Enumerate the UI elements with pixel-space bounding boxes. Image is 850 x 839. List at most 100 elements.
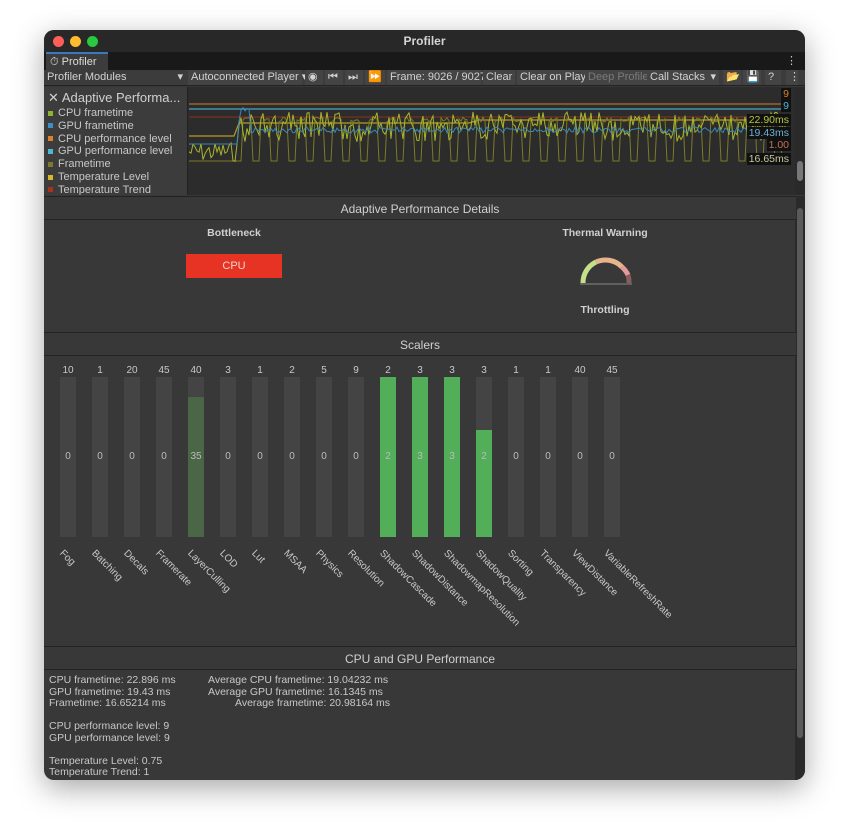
scrollbar-thumb[interactable] bbox=[797, 161, 803, 181]
scaler-max: 3 bbox=[417, 365, 423, 376]
scaler-value: 2 bbox=[385, 451, 391, 462]
legend-item[interactable]: Frametime bbox=[44, 158, 187, 171]
scaler-name: ShadowDistance bbox=[409, 548, 471, 609]
thermal-gauge-icon bbox=[580, 257, 632, 285]
avg-gpu-frametime: Average GPU frametime: 16.1345 ms bbox=[208, 685, 383, 698]
scaler-value: 0 bbox=[65, 451, 71, 462]
frame-counter: Frame: 9026 / 9027 bbox=[387, 70, 486, 85]
tab-label: Profiler bbox=[61, 56, 97, 68]
legend-item[interactable]: CPU frametime bbox=[44, 107, 187, 120]
scaler-fill bbox=[412, 377, 428, 537]
close-button[interactable] bbox=[53, 36, 64, 47]
scaler-max: 20 bbox=[126, 365, 138, 376]
scaler-bar: 0 bbox=[220, 377, 236, 537]
scaler-name: Decals bbox=[121, 548, 151, 578]
graph-value-label: 22.90ms bbox=[746, 114, 791, 126]
graph-value-label: 9 bbox=[781, 88, 791, 100]
color-swatch bbox=[48, 110, 53, 116]
scaler-name: Sorting bbox=[505, 548, 536, 579]
scaler-value: 3 bbox=[449, 451, 455, 462]
scaler-bar: 0 bbox=[92, 377, 108, 537]
scaler-max: 1 bbox=[513, 365, 519, 376]
more-icon[interactable]: ⋮ bbox=[786, 55, 797, 67]
avg-cpu-frametime: Average CPU frametime: 19.04232 ms bbox=[208, 674, 389, 686]
scaler-max: 3 bbox=[449, 365, 455, 376]
module-title: Adaptive Performa... bbox=[61, 90, 181, 105]
color-swatch bbox=[48, 174, 53, 180]
help-icon[interactable]: ? bbox=[765, 70, 781, 85]
graph-value-label: 19.43ms bbox=[746, 127, 791, 139]
module-adaptive-performance[interactable]: ✕ Adaptive Performa... bbox=[44, 87, 187, 107]
player-label: Autoconnected Player bbox=[191, 71, 299, 83]
scaler-bar: 3 bbox=[412, 377, 428, 537]
graph-value-label: 9 bbox=[781, 100, 791, 112]
scaler-fill bbox=[188, 397, 204, 537]
clear-on-play-button[interactable]: Clear on Play bbox=[517, 70, 590, 85]
scaler-bar: 0 bbox=[508, 377, 524, 537]
prev-frame-button[interactable]: ⏮ bbox=[325, 70, 343, 85]
legend-item[interactable]: GPU frametime bbox=[44, 120, 187, 133]
legend-item[interactable]: Temperature Trend bbox=[44, 184, 187, 195]
scaler-value: 2 bbox=[481, 451, 487, 462]
details-scrollbar[interactable] bbox=[795, 196, 805, 780]
graph-value-label: 1.00 bbox=[766, 139, 791, 151]
scaler-bar: 0 bbox=[604, 377, 620, 537]
scaler-max: 45 bbox=[158, 365, 170, 376]
gpu-frametime-line bbox=[189, 106, 790, 145]
thermal-state: Throttling bbox=[580, 304, 630, 316]
bottleneck-label: Bottleneck bbox=[207, 227, 261, 239]
color-swatch bbox=[48, 136, 53, 142]
graph-scrollbar[interactable] bbox=[795, 87, 805, 195]
legend-label: Frametime bbox=[58, 158, 111, 171]
scaler-max: 9 bbox=[353, 365, 359, 376]
legend-label: CPU performance level bbox=[58, 132, 172, 145]
profiler-window: Profiler ⏱ Profiler ⋮ Profiler Modules ▾ … bbox=[44, 30, 805, 780]
scaler-bar: 0 bbox=[156, 377, 172, 537]
scaler-max: 1 bbox=[257, 365, 263, 376]
last-frame-button[interactable]: ⏩ bbox=[365, 70, 385, 85]
module-graph[interactable] bbox=[189, 87, 791, 195]
legend-item[interactable]: CPU performance level bbox=[44, 133, 187, 146]
scaler-bar: 0 bbox=[540, 377, 556, 537]
scrollbar-thumb[interactable] bbox=[797, 208, 803, 738]
profiler-modules-dropdown[interactable]: Profiler Modules ▾ bbox=[44, 70, 186, 85]
call-stacks-label: Call Stacks bbox=[650, 71, 706, 83]
scaler-value: 0 bbox=[161, 451, 167, 462]
call-stacks-dropdown[interactable]: Call Stacks ▾ bbox=[647, 70, 719, 85]
scaler-max: 40 bbox=[574, 365, 586, 376]
record-button[interactable]: ◉ bbox=[305, 70, 323, 85]
dropdown-arrow-icon: ▾ bbox=[710, 71, 716, 83]
cpu-frametime-line bbox=[189, 111, 790, 163]
dropdown-arrow-icon: ▾ bbox=[302, 71, 308, 83]
legend-item[interactable]: Temperature Level bbox=[44, 171, 187, 184]
color-swatch bbox=[48, 187, 53, 193]
legend-label: GPU frametime bbox=[58, 119, 134, 132]
legend-label: GPU performance level bbox=[58, 145, 173, 158]
toolbar: Profiler Modules ▾ Autoconnected Player ▾… bbox=[44, 70, 805, 86]
scaler-name: LOD bbox=[217, 548, 240, 571]
zoom-button[interactable] bbox=[87, 36, 98, 47]
scaler-name: Lut bbox=[249, 548, 267, 566]
avg-frametime: Average frametime: 20.98164 ms bbox=[235, 697, 391, 709]
scaler-max: 5 bbox=[321, 365, 327, 376]
save-icon[interactable]: 💾 bbox=[743, 70, 761, 85]
scalers-header: Scalers bbox=[44, 332, 796, 356]
more-icon[interactable]: ⋮ bbox=[786, 70, 800, 85]
clear-button[interactable]: Clear bbox=[483, 70, 516, 85]
tab-profiler[interactable]: ⏱ Profiler bbox=[46, 52, 108, 70]
next-frame-button[interactable]: ⏭ bbox=[345, 70, 363, 85]
title-bar: Profiler bbox=[44, 30, 805, 52]
modules-label: Profiler Modules bbox=[47, 71, 127, 83]
player-dropdown[interactable]: Autoconnected Player ▾ bbox=[188, 70, 307, 85]
scaler-value: 0 bbox=[577, 451, 583, 462]
legend-item[interactable]: GPU performance level bbox=[44, 145, 187, 158]
minimize-button[interactable] bbox=[70, 36, 81, 47]
scaler-name: ShadowCascade bbox=[377, 548, 439, 610]
scaler-max: 10 bbox=[62, 365, 74, 376]
color-swatch bbox=[48, 148, 53, 154]
deep-profile-button[interactable]: Deep Profile bbox=[585, 70, 652, 85]
load-icon[interactable]: 📂 bbox=[723, 70, 741, 85]
scaler-value: 35 bbox=[190, 451, 202, 462]
scaler-bar: 0 bbox=[348, 377, 364, 537]
scaler-value: 0 bbox=[353, 451, 359, 462]
